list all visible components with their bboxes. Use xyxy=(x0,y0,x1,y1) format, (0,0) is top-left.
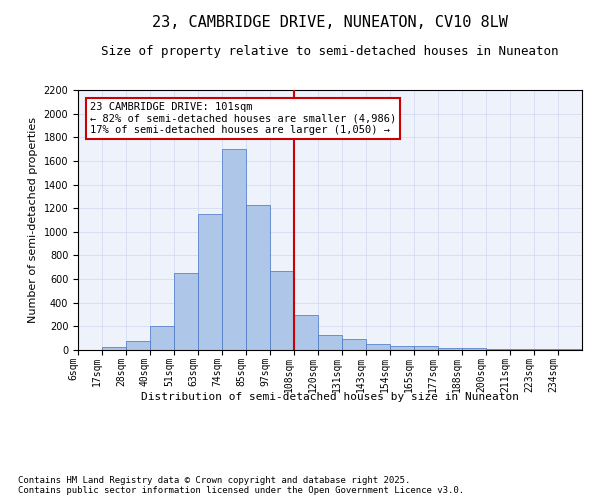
Bar xyxy=(198,214,222,350)
Text: Contains HM Land Registry data © Crown copyright and database right 2025.
Contai: Contains HM Land Registry data © Crown c… xyxy=(18,476,464,495)
Bar xyxy=(294,315,318,350)
Bar xyxy=(462,348,486,350)
Bar xyxy=(414,346,438,350)
Bar xyxy=(342,340,366,350)
Text: 23, CAMBRIDGE DRIVE, NUNEATON, CV10 8LW: 23, CAMBRIDGE DRIVE, NUNEATON, CV10 8LW xyxy=(152,15,508,30)
Text: 23 CAMBRIDGE DRIVE: 101sqm
← 82% of semi-detached houses are smaller (4,986)
17%: 23 CAMBRIDGE DRIVE: 101sqm ← 82% of semi… xyxy=(90,102,396,135)
Bar xyxy=(246,204,270,350)
Text: Size of property relative to semi-detached houses in Nuneaton: Size of property relative to semi-detach… xyxy=(101,45,559,58)
Bar xyxy=(270,271,294,350)
Y-axis label: Number of semi-detached properties: Number of semi-detached properties xyxy=(28,117,38,323)
Bar xyxy=(318,334,342,350)
Bar xyxy=(366,344,390,350)
Bar xyxy=(222,149,246,350)
Bar xyxy=(438,348,462,350)
Text: Distribution of semi-detached houses by size in Nuneaton: Distribution of semi-detached houses by … xyxy=(141,392,519,402)
Bar xyxy=(102,347,126,350)
Bar xyxy=(174,273,198,350)
Bar xyxy=(150,326,174,350)
Bar xyxy=(126,340,150,350)
Bar xyxy=(390,346,414,350)
Bar xyxy=(486,349,510,350)
